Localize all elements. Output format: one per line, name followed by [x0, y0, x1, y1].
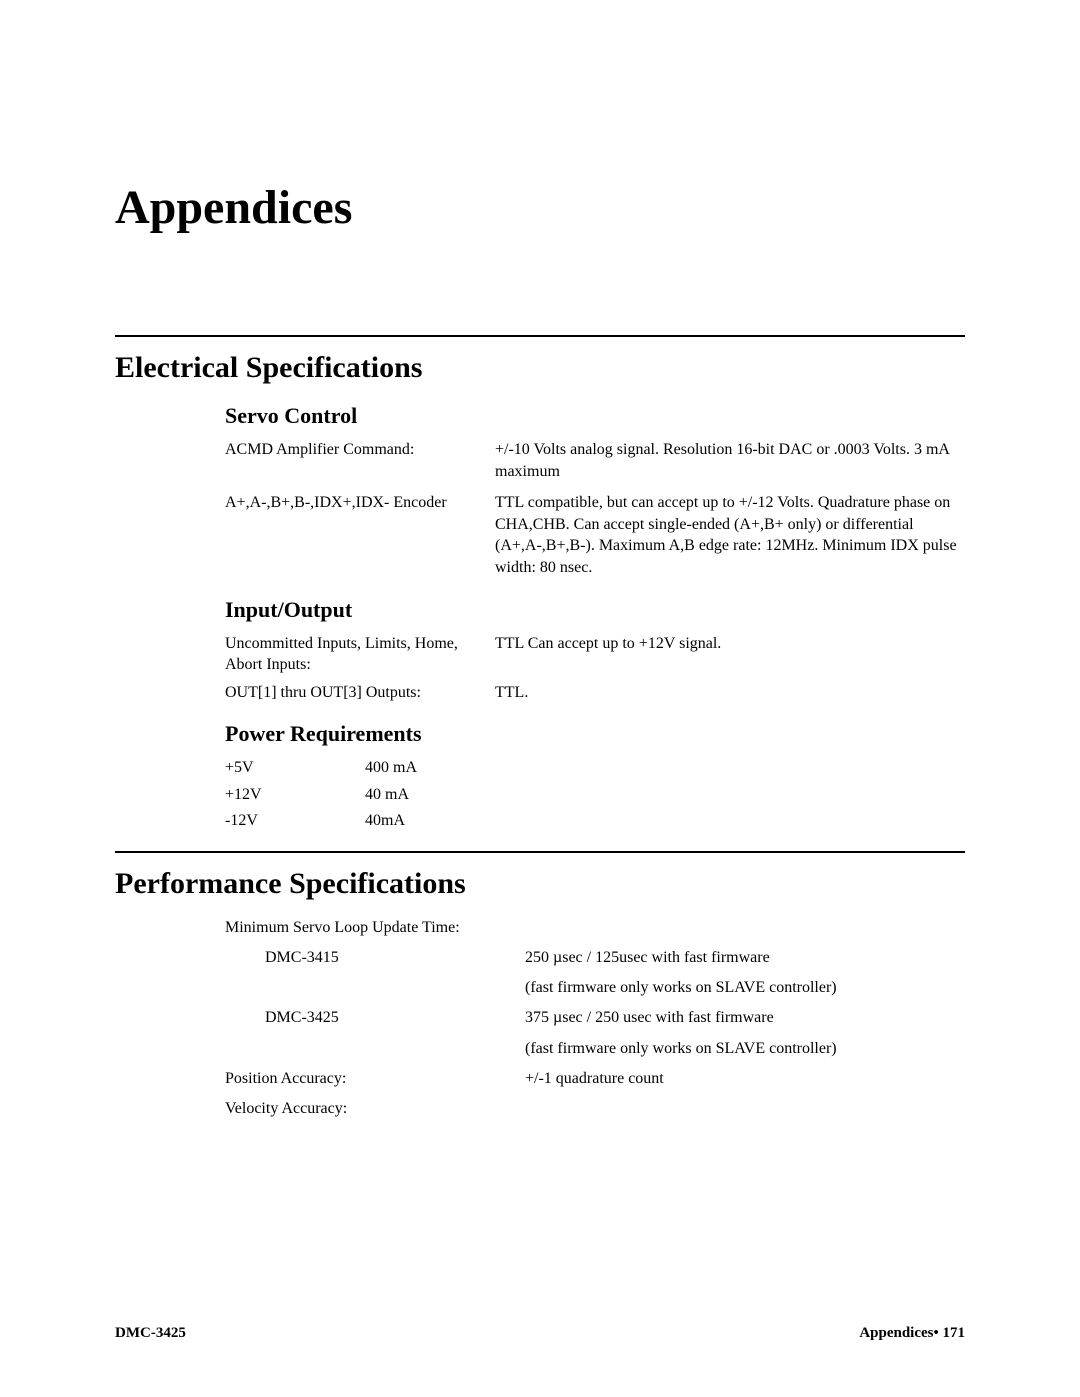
servo-heading: Servo Control: [115, 403, 965, 429]
perf-label: [225, 1038, 525, 1060]
perf-row: (fast firmware only works on SLAVE contr…: [115, 1038, 965, 1060]
electrical-heading: Electrical Specifications: [115, 351, 965, 385]
io-heading: Input/Output: [115, 597, 965, 623]
power-value: 40 mA: [365, 784, 965, 806]
performance-heading: Performance Specifications: [115, 867, 965, 901]
spec-row: OUT[1] thru OUT[3] Outputs: TTL.: [115, 682, 965, 704]
power-value: 400 mA: [365, 757, 965, 779]
power-value: 40mA: [365, 810, 965, 832]
perf-row: DMC-3425 375 µsec / 250 usec with fast f…: [115, 1007, 965, 1029]
spec-value: +/-10 Volts analog signal. Resolution 16…: [495, 439, 965, 482]
perf-row: DMC-3415 250 µsec / 125usec with fast fi…: [115, 947, 965, 969]
power-row: +12V 40 mA: [115, 784, 965, 806]
spec-row: A+,A-,B+,B-,IDX+,IDX- Encoder TTL compat…: [115, 492, 965, 578]
footer-right: Appendices• 171: [859, 1325, 965, 1342]
power-label: +5V: [225, 757, 365, 779]
spec-value: TTL.: [495, 682, 965, 704]
spec-label: A+,A-,B+,B-,IDX+,IDX- Encoder: [225, 492, 495, 578]
perf-value: +/-1 quadrature count: [525, 1068, 965, 1090]
perf-label: [225, 977, 525, 999]
section-rule: [115, 335, 965, 337]
spec-value: TTL Can accept up to +12V signal.: [495, 633, 965, 676]
perf-row: Position Accuracy: +/-1 quadrature count: [115, 1068, 965, 1090]
perf-value: [525, 1098, 965, 1120]
spec-row: ACMD Amplifier Command: +/-10 Volts anal…: [115, 439, 965, 482]
footer-left: DMC-3425: [115, 1325, 186, 1342]
spec-label: Uncommitted Inputs, Limits, Home, Abort …: [225, 633, 495, 676]
power-heading: Power Requirements: [115, 721, 965, 747]
perf-label: Velocity Accuracy:: [225, 1098, 525, 1120]
perf-label: Position Accuracy:: [225, 1068, 525, 1090]
page-footer: DMC-3425 Appendices• 171: [115, 1325, 965, 1342]
section-rule: [115, 851, 965, 853]
power-row: +5V 400 mA: [115, 757, 965, 779]
perf-label: DMC-3425: [225, 1007, 525, 1029]
spec-label: ACMD Amplifier Command:: [225, 439, 495, 482]
perf-value: (fast firmware only works on SLAVE contr…: [525, 977, 965, 999]
perf-value: 250 µsec / 125usec with fast firmware: [525, 947, 965, 969]
perf-intro: Minimum Servo Loop Update Time:: [115, 919, 965, 937]
spec-value: TTL compatible, but can accept up to +/-…: [495, 492, 965, 578]
power-row: -12V 40mA: [115, 810, 965, 832]
power-label: -12V: [225, 810, 365, 832]
perf-label: DMC-3415: [225, 947, 525, 969]
power-label: +12V: [225, 784, 365, 806]
perf-value: (fast firmware only works on SLAVE contr…: [525, 1038, 965, 1060]
spec-row: Uncommitted Inputs, Limits, Home, Abort …: [115, 633, 965, 676]
spec-label: OUT[1] thru OUT[3] Outputs:: [225, 682, 495, 704]
page-title: Appendices: [115, 180, 965, 235]
perf-value: 375 µsec / 250 usec with fast firmware: [525, 1007, 965, 1029]
perf-row: (fast firmware only works on SLAVE contr…: [115, 977, 965, 999]
perf-row: Velocity Accuracy:: [115, 1098, 965, 1120]
